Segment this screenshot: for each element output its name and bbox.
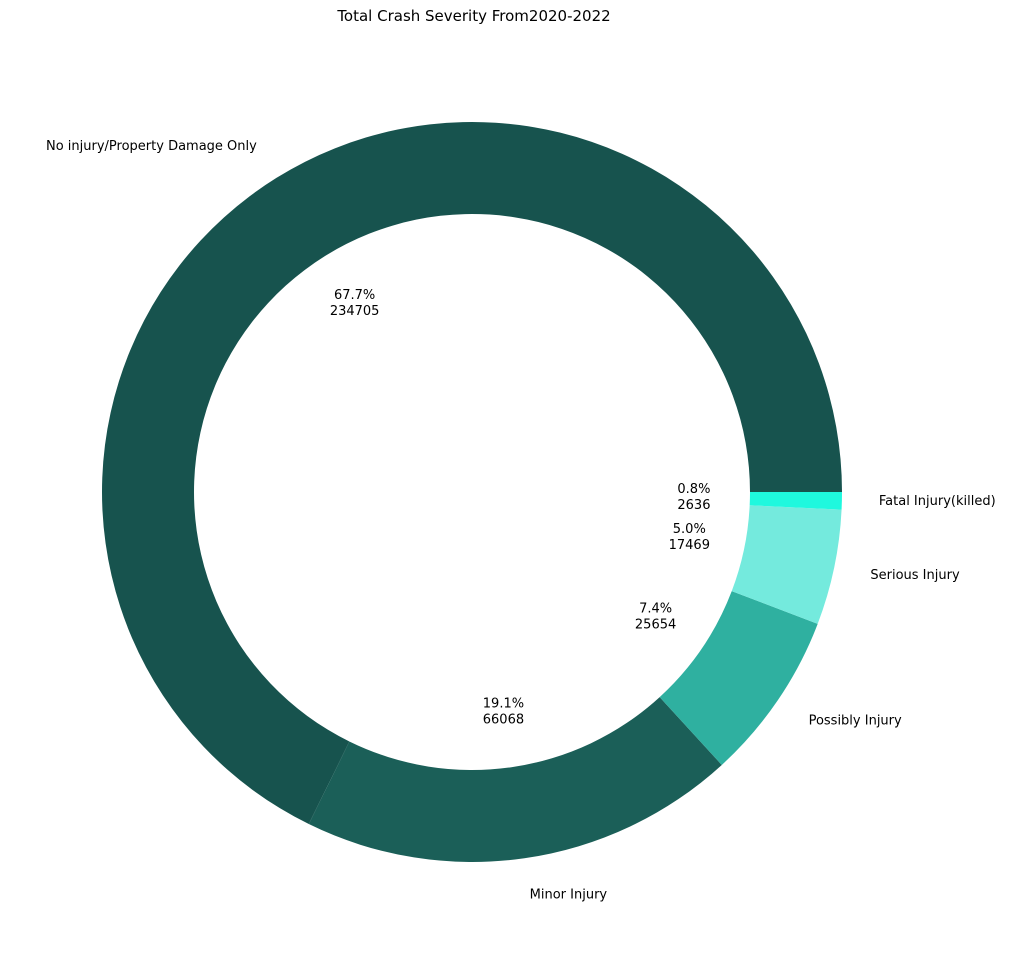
slice-minor-injury <box>308 697 722 862</box>
slice-value-fatal-injury-killed: 2636 <box>677 498 710 513</box>
slice-value-minor-injury: 66068 <box>483 712 524 727</box>
slice-percent-serious-injury: 5.0% <box>673 522 706 537</box>
chart-title: Total Crash Severity From2020-2022 <box>336 7 610 25</box>
slice-serious-injury <box>731 505 842 624</box>
slice-label-serious-injury: Serious Injury <box>870 568 960 583</box>
slice-percent-fatal-injury-killed: 0.8% <box>677 482 710 497</box>
slice-percent-no-injury-property-damage-only: 67.7% <box>334 288 375 303</box>
slice-label-minor-injury: Minor Injury <box>530 887 608 902</box>
slice-possibly-injury <box>659 591 818 765</box>
slice-label-no-injury-property-damage-only: No injury/Property Damage Only <box>46 139 257 154</box>
slice-label-fatal-injury-killed: Fatal Injury(killed) <box>879 494 996 509</box>
slice-label-possibly-injury: Possibly Injury <box>809 713 902 728</box>
slice-value-serious-injury: 17469 <box>669 538 710 553</box>
slice-value-no-injury-property-damage-only: 234705 <box>330 304 380 319</box>
slice-percent-minor-injury: 19.1% <box>483 696 524 711</box>
slice-fatal-injury-killed <box>749 492 842 510</box>
slice-value-possibly-injury: 25654 <box>635 617 676 632</box>
slice-percent-possibly-injury: 7.4% <box>639 601 672 616</box>
